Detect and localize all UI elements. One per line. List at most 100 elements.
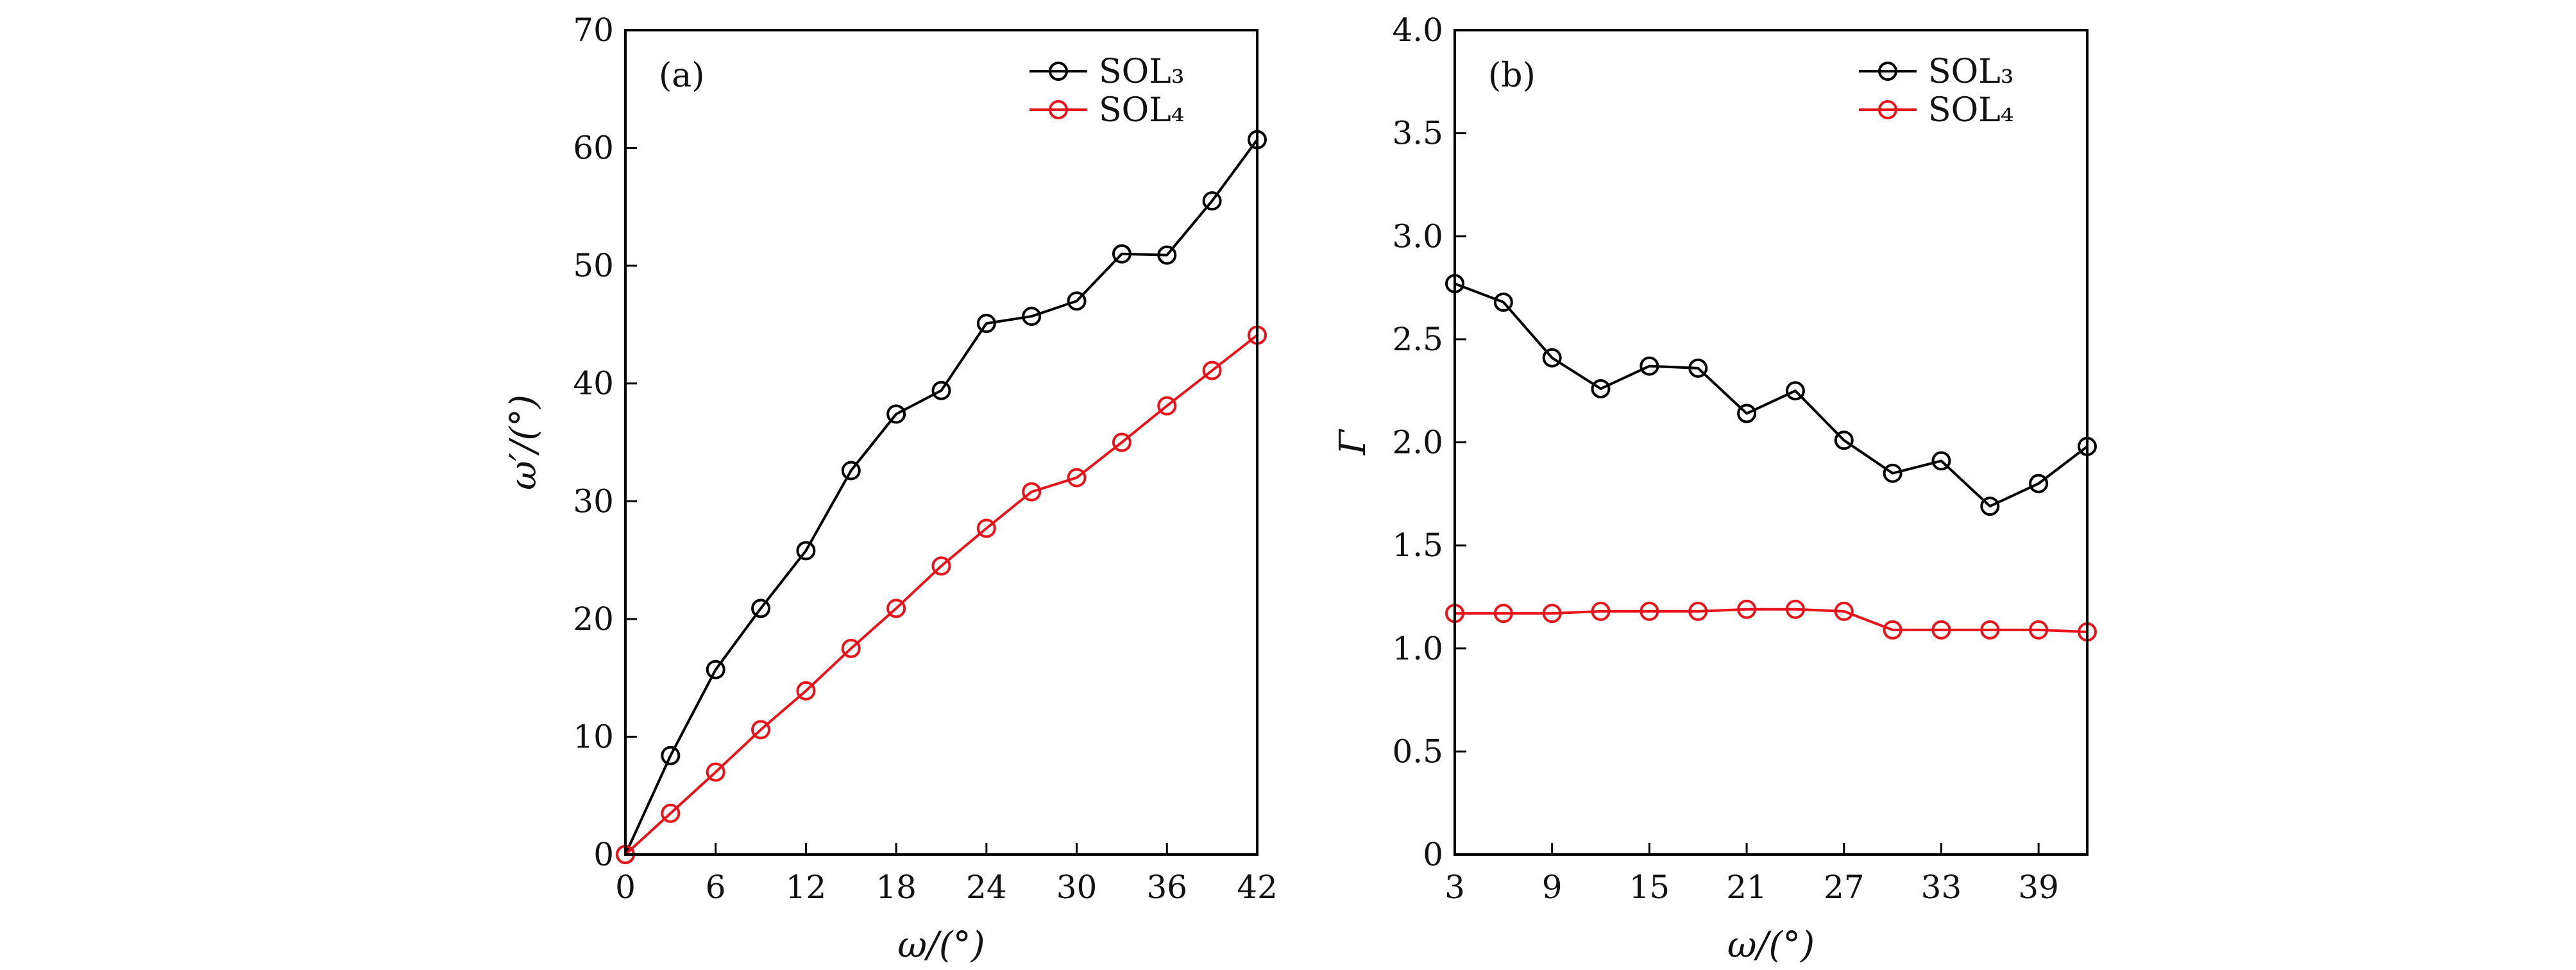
data-point-sol3 bbox=[1785, 381, 1805, 401]
y-tick-label: 1.0 bbox=[1392, 630, 1443, 667]
y-tick-label: 20 bbox=[573, 600, 614, 638]
data-point-sol4 bbox=[1067, 468, 1087, 488]
data-point-sol3 bbox=[1931, 451, 1951, 471]
data-point-sol3 bbox=[1067, 291, 1087, 311]
data-point-sol3 bbox=[751, 599, 771, 618]
data-point-sol4 bbox=[1493, 604, 1513, 624]
data-point-sol4 bbox=[1022, 482, 1042, 502]
y-tick-label: 10 bbox=[573, 718, 614, 755]
data-point-sol4 bbox=[2029, 620, 2049, 640]
data-point-sol4 bbox=[931, 556, 951, 576]
data-point-sol3 bbox=[1202, 191, 1222, 211]
panel-a-series-layer bbox=[616, 130, 1267, 864]
data-point-sol4 bbox=[1883, 620, 1902, 640]
x-tick-label: 30 bbox=[1056, 869, 1097, 906]
data-point-sol4 bbox=[1980, 620, 2000, 640]
y-tick-label: 30 bbox=[573, 482, 614, 520]
panel-a-legend-label-sol4: SOL₄ bbox=[1099, 91, 1185, 130]
panel-b-legend-marker-sol3 bbox=[1878, 62, 1897, 81]
data-point-sol3 bbox=[841, 461, 861, 481]
panel-a-legend-marker-sol3 bbox=[1049, 62, 1068, 81]
data-point-sol4 bbox=[796, 681, 816, 701]
panel-b-series-layer bbox=[1445, 274, 2097, 642]
panel-a-ylabel: ω′/(°) bbox=[503, 395, 545, 490]
data-point-sol4 bbox=[1112, 432, 1131, 452]
panel-a-label: (a) bbox=[659, 56, 705, 95]
panel-a-frame bbox=[624, 29, 1258, 856]
panel-b-legend-marker-sol4 bbox=[1878, 100, 1897, 119]
y-tick-label: 50 bbox=[573, 247, 614, 284]
panel-a-legend: SOL₃ SOL₄ bbox=[1030, 53, 1185, 130]
x-tick-label: 39 bbox=[2018, 869, 2059, 906]
x-tick-label: 3 bbox=[1445, 869, 1465, 906]
panel-a-xlabel: ω/(°) bbox=[897, 924, 985, 966]
panel-b-legend: SOL₃ SOL₄ bbox=[1859, 53, 2014, 130]
y-tick-label: 4.0 bbox=[1392, 12, 1443, 49]
data-point-sol3 bbox=[886, 404, 906, 424]
data-point-sol3 bbox=[1157, 245, 1177, 265]
series-line-sol3 bbox=[624, 139, 1258, 855]
y-tick-label: 70 bbox=[573, 12, 614, 49]
y-tick-label: 40 bbox=[573, 365, 614, 402]
data-point-sol3 bbox=[706, 659, 725, 679]
panel-a-legend-label-sol3: SOL₃ bbox=[1099, 53, 1185, 91]
y-tick-label: 2.0 bbox=[1392, 424, 1443, 461]
panel-a-ticks: 0 6 12 18 24 30 36 42 0 10 20 30 40 50 60 70 bbox=[573, 12, 1277, 906]
data-point-sol4 bbox=[841, 638, 861, 658]
data-point-sol3 bbox=[1542, 348, 1562, 368]
y-tick-label: 3.5 bbox=[1392, 115, 1443, 152]
data-point-sol3 bbox=[1112, 244, 1131, 264]
x-tick-label: 12 bbox=[786, 869, 827, 906]
x-tick-label: 18 bbox=[876, 869, 917, 906]
data-point-sol4 bbox=[1834, 601, 1854, 621]
x-tick-label: 27 bbox=[1824, 869, 1865, 906]
x-tick-label: 21 bbox=[1726, 869, 1767, 906]
panel-b-ylabel: Γ bbox=[1332, 429, 1374, 455]
data-point-sol3 bbox=[796, 541, 816, 561]
panel-b-xlabel: ω/(°) bbox=[1727, 924, 1815, 966]
data-point-sol3 bbox=[1022, 307, 1042, 327]
panel-b-legend-label-sol4: SOL₄ bbox=[1928, 91, 2014, 130]
data-point-sol4 bbox=[1688, 601, 1708, 621]
x-tick-label: 9 bbox=[1542, 869, 1563, 906]
data-point-sol4 bbox=[1591, 601, 1611, 621]
series-line-sol4 bbox=[624, 334, 1258, 856]
y-tick-label: 3.0 bbox=[1392, 217, 1443, 255]
y-tick-label: 2.5 bbox=[1392, 321, 1443, 358]
data-point-sol3 bbox=[976, 314, 996, 334]
data-point-sol3 bbox=[1640, 356, 1659, 376]
data-point-sol4 bbox=[1931, 620, 1951, 640]
data-point-sol3 bbox=[661, 745, 681, 765]
y-tick-label: 0 bbox=[1423, 836, 1443, 873]
panel-a-legend-marker-sol4 bbox=[1049, 100, 1068, 119]
y-tick-label: 0.5 bbox=[1392, 733, 1443, 770]
x-tick-label: 33 bbox=[1921, 869, 1962, 906]
data-point-sol3 bbox=[1688, 358, 1708, 378]
y-tick-label: 0 bbox=[593, 836, 614, 873]
y-tick-label: 1.5 bbox=[1392, 527, 1443, 564]
data-point-sol3 bbox=[1591, 379, 1611, 398]
data-point-sol4 bbox=[1640, 601, 1659, 621]
data-point-sol3 bbox=[2029, 473, 2049, 493]
y-tick-label: 60 bbox=[573, 130, 614, 167]
x-tick-label: 6 bbox=[706, 869, 726, 906]
panel-b-label: (b) bbox=[1488, 56, 1536, 95]
data-point-sol3 bbox=[1980, 497, 2000, 516]
x-tick-label: 24 bbox=[966, 869, 1007, 906]
data-point-sol3 bbox=[931, 380, 951, 400]
data-point-sol3 bbox=[1737, 404, 1757, 423]
data-point-sol3 bbox=[1834, 430, 1854, 450]
data-point-sol4 bbox=[751, 720, 771, 740]
x-tick-label: 0 bbox=[615, 869, 636, 906]
panel-b-legend-label-sol3: SOL₃ bbox=[1928, 53, 2014, 91]
x-tick-label: 42 bbox=[1237, 869, 1278, 906]
data-point-sol3 bbox=[1883, 463, 1902, 483]
data-point-sol4 bbox=[1737, 599, 1757, 619]
data-point-sol4 bbox=[706, 762, 725, 782]
series-line-sol3 bbox=[1454, 282, 2089, 508]
data-point-sol4 bbox=[1157, 396, 1177, 416]
data-point-sol4 bbox=[1202, 361, 1222, 380]
